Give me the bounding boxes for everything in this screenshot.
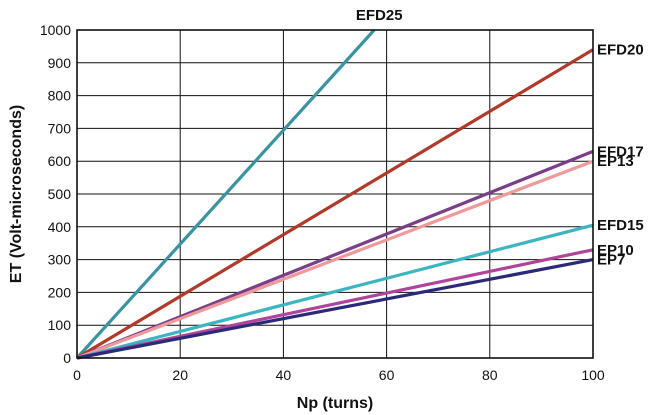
x-tick-label: 80 [482, 367, 498, 383]
y-axis-label: ET (Volt-microseconds) [8, 105, 25, 283]
x-tick-label: 0 [73, 367, 81, 383]
series-label-ep7: EP7 [597, 252, 625, 269]
series-label-efd15: EFD15 [597, 217, 644, 234]
y-tick-label: 1000 [40, 22, 71, 38]
x-axis-ticks: 0 20 40 60 80 100 [73, 367, 605, 383]
y-tick-label: 0 [63, 350, 71, 366]
x-axis-label: Np (turns) [297, 395, 373, 412]
series-label-efd17: EFD17 [597, 143, 644, 160]
y-tick-label: 300 [48, 252, 72, 268]
series-line-efd15 [76, 223, 594, 360]
y-tick-label: 600 [48, 153, 72, 169]
x-tick-label: 20 [172, 367, 188, 383]
y-tick-label: 900 [48, 55, 72, 71]
plot-area-frame [76, 29, 594, 359]
y-axis-ticks: 0 100 200 300 400 500 600 700 800 900 1000 [40, 22, 71, 366]
y-tick-label: 800 [48, 88, 72, 104]
series-line-ep10 [76, 248, 594, 360]
y-tick-label: 200 [48, 284, 72, 300]
y-tick-label: 400 [48, 219, 72, 235]
series-line-efd20 [76, 48, 594, 360]
y-tick-label: 700 [48, 120, 72, 136]
x-tick-label: 100 [581, 367, 605, 383]
series-label-efd25: EFD25 [356, 7, 403, 24]
series-line-efd25 [75, 28, 376, 360]
series-label-efd20: EFD20 [597, 42, 644, 59]
series-label-ep13: EP13 [597, 153, 634, 170]
series-label-ep10: EP10 [597, 242, 634, 259]
y-tick-label: 500 [48, 186, 72, 202]
x-tick-label: 60 [379, 367, 395, 383]
series-line-ep7 [76, 258, 594, 360]
series-line-ep13 [76, 159, 594, 360]
y-tick-label: 100 [48, 317, 72, 333]
series-lines [75, 28, 594, 360]
x-tick-label: 40 [276, 367, 292, 383]
